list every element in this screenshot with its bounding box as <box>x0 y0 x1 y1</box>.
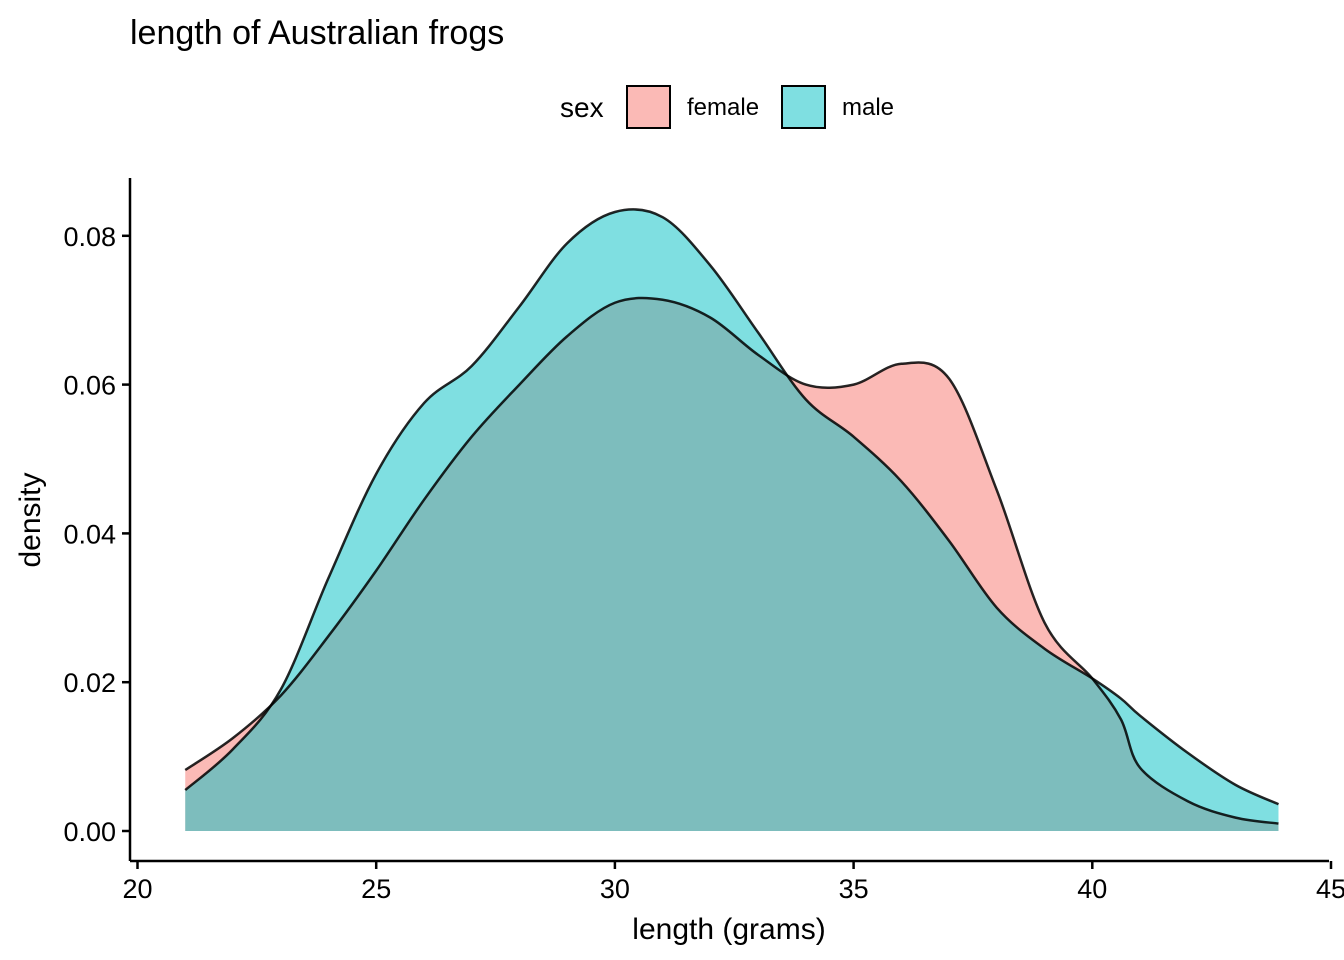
legend-label-male: male <box>842 94 894 121</box>
density-area-male <box>185 209 1279 831</box>
y-tick-label: 0.06 <box>63 371 116 401</box>
legend-key-male <box>781 85 826 129</box>
x-axis-label: length (grams) <box>632 913 825 946</box>
y-axis-ticks: 0.00 0.02 0.04 0.06 0.08 <box>63 222 130 847</box>
y-tick-label: 0.08 <box>63 222 116 252</box>
density-line-female <box>184 296 1279 825</box>
y-tick-label: 0.00 <box>63 817 116 847</box>
chart-title: length of Australian frogs <box>130 14 504 52</box>
legend-key-female <box>626 85 671 129</box>
y-tick-label: 0.02 <box>63 668 116 698</box>
legend: sex female male <box>560 85 894 129</box>
y-tick-label: 0.04 <box>63 519 116 549</box>
x-tick-label: 35 <box>839 874 869 904</box>
x-axis-ticks: 20 25 30 35 40 45 <box>122 861 1344 904</box>
x-tick-label: 40 <box>1077 874 1107 904</box>
plot-area <box>184 208 1280 831</box>
x-tick-label: 45 <box>1316 874 1344 904</box>
x-tick-label: 30 <box>600 874 630 904</box>
x-tick-label: 20 <box>122 874 152 904</box>
density-line-male <box>184 208 1280 806</box>
x-tick-label: 25 <box>361 874 391 904</box>
legend-title: sex <box>560 92 604 123</box>
legend-label-female: female <box>687 94 759 121</box>
y-axis-label: density <box>14 472 47 567</box>
